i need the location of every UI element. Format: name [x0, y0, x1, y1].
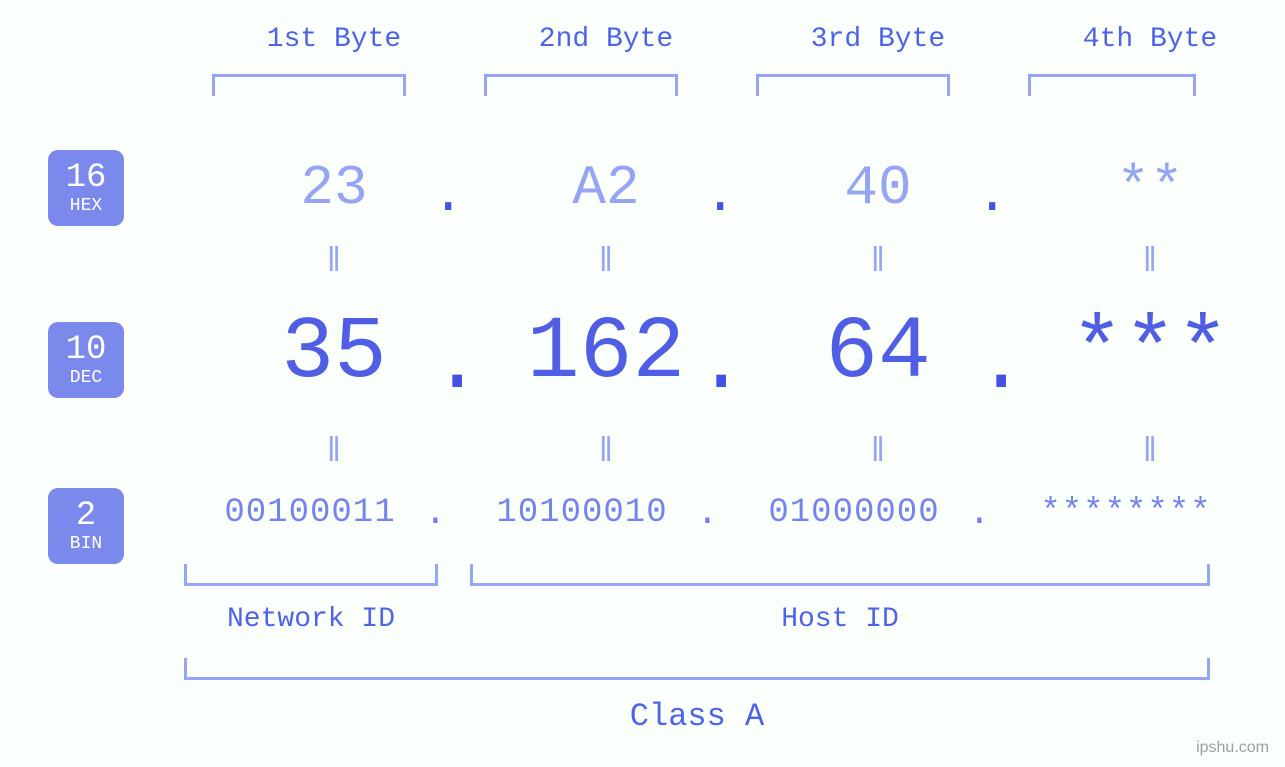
- dec-byte-4: ***: [1024, 304, 1276, 403]
- eq-hexdec-3: ǁ: [752, 244, 1004, 282]
- hex-byte-4: **: [1024, 156, 1276, 220]
- eq-hexdec-4: ǁ: [1024, 244, 1276, 282]
- byte-header-2: 2nd Byte: [480, 24, 732, 55]
- network-id-bracket: [184, 564, 438, 586]
- dec-dot-1: .: [432, 318, 452, 413]
- dec-dot-3: .: [976, 318, 996, 413]
- byte-header-1: 1st Byte: [208, 24, 460, 55]
- base-badge-bin: 2 BIN: [48, 488, 124, 564]
- class-label: Class A: [184, 698, 1210, 735]
- bin-dot-2: .: [696, 492, 716, 535]
- network-id-label: Network ID: [184, 604, 438, 635]
- base-badge-dec: 10 DEC: [48, 322, 124, 398]
- byte-header-4: 4th Byte: [1024, 24, 1276, 55]
- class-bracket: [184, 658, 1210, 680]
- bin-byte-2: 10100010: [456, 494, 708, 532]
- eq-decbin-3: ǁ: [752, 434, 1004, 472]
- hex-dot-3: .: [976, 166, 996, 227]
- watermark: ipshu.com: [1196, 739, 1269, 757]
- base-badge-dec-txt: DEC: [70, 369, 102, 387]
- hex-byte-1: 23: [208, 156, 460, 220]
- bin-dot-3: .: [968, 492, 988, 535]
- base-badge-bin-num: 2: [76, 499, 96, 533]
- hex-byte-3: 40: [752, 156, 1004, 220]
- base-badge-dec-num: 10: [66, 333, 107, 367]
- eq-decbin-4: ǁ: [1024, 434, 1276, 472]
- hex-byte-2: A2: [480, 156, 732, 220]
- base-badge-bin-txt: BIN: [70, 535, 102, 553]
- host-id-label: Host ID: [470, 604, 1210, 635]
- hex-dot-1: .: [432, 166, 452, 227]
- ip-bytes-diagram: 1st Byte 2nd Byte 3rd Byte 4th Byte 16 H…: [0, 0, 1285, 767]
- byte-bracket-1: [212, 74, 406, 96]
- host-id-bracket: [470, 564, 1210, 586]
- eq-hexdec-2: ǁ: [480, 244, 732, 282]
- base-badge-hex-num: 16: [66, 161, 107, 195]
- dec-byte-3: 64: [752, 304, 1004, 403]
- eq-decbin-1: ǁ: [208, 434, 460, 472]
- eq-hexdec-1: ǁ: [208, 244, 460, 282]
- bin-dot-1: .: [424, 492, 444, 535]
- bin-byte-1: 00100011: [184, 494, 436, 532]
- eq-decbin-2: ǁ: [480, 434, 732, 472]
- base-badge-hex-txt: HEX: [70, 197, 102, 215]
- base-badge-hex: 16 HEX: [48, 150, 124, 226]
- byte-bracket-4: [1028, 74, 1196, 96]
- byte-bracket-2: [484, 74, 678, 96]
- dec-byte-1: 35: [208, 304, 460, 403]
- dec-byte-2: 162: [480, 304, 732, 403]
- hex-dot-2: .: [704, 166, 724, 227]
- bin-byte-4: ********: [1000, 494, 1252, 532]
- byte-bracket-3: [756, 74, 950, 96]
- bin-byte-3: 01000000: [728, 494, 980, 532]
- byte-header-3: 3rd Byte: [752, 24, 1004, 55]
- dec-dot-2: .: [696, 318, 716, 413]
